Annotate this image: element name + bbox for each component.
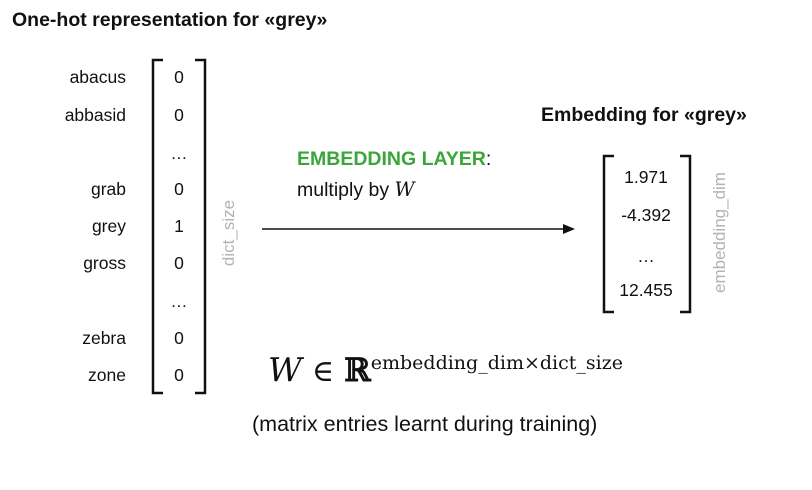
vocab-word-abacus: abacus — [69, 67, 126, 87]
embedding-value: 12.455 — [619, 280, 673, 300]
onehot-value-hot: 1 — [174, 216, 184, 236]
multiply-text: multiply by — [297, 179, 395, 201]
onehot-bracket-left — [151, 58, 163, 395]
vocab-word-zebra: zebra — [82, 328, 126, 348]
embedding-ellipsis: … — [637, 246, 655, 266]
embedding-bracket-left — [602, 154, 614, 314]
vocab-word-grab: grab — [90, 179, 126, 199]
embedding-layer-title: EMBEDDING LAYER: — [297, 148, 491, 171]
embedding-value: -4.392 — [621, 205, 671, 225]
onehot-title: One-hot representation for «grey» — [12, 9, 328, 31]
onehot-ellipsis: … — [170, 144, 188, 163]
vocab-word-abbasid: abbasid — [64, 105, 126, 125]
weight-matrix-symbol: W — [394, 178, 415, 201]
embedding-layer-action: multiply by W — [297, 178, 415, 202]
embedding-layer-colon: : — [485, 148, 492, 170]
formula-real-set: ℝ — [344, 351, 371, 389]
vocab-word-zone: zone — [88, 365, 126, 385]
vocab-word-gross: gross — [83, 253, 126, 273]
onehot-value: 0 — [174, 253, 184, 273]
onehot-ellipsis: … — [170, 292, 188, 311]
onehot-value: 0 — [174, 67, 184, 87]
onehot-bracket-right — [195, 58, 207, 395]
formula-exponent: embedding_dim×dict_size — [370, 351, 623, 374]
onehot-value: 0 — [174, 328, 184, 348]
vocab-word-grey: grey — [91, 216, 126, 236]
training-caption: (matrix entries learnt during training) — [252, 412, 598, 436]
embedding-bracket-right — [680, 154, 692, 314]
embedding-layer-name: EMBEDDING LAYER — [297, 148, 486, 170]
transform-arrow — [262, 224, 575, 234]
embedding-value: 1.971 — [624, 167, 668, 187]
onehot-value: 0 — [174, 105, 184, 125]
onehot-value: 0 — [174, 179, 184, 199]
embedding-title: Embedding for «grey» — [541, 104, 747, 126]
formula-lhs: W — [268, 350, 302, 389]
formula-element-of: ∈ — [311, 354, 335, 389]
weight-matrix-formula: W ∈ ℝembedding_dim×dict_size — [268, 350, 623, 389]
onehot-value: 0 — [174, 365, 184, 385]
